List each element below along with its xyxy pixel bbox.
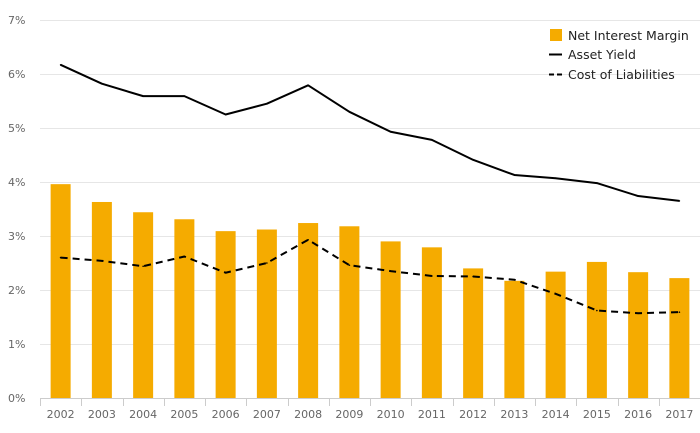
x-tick-label: 2002	[47, 408, 75, 421]
point-cost-of-liabilities-2008	[307, 238, 309, 241]
bar-2015	[586, 261, 607, 398]
x-tick-label: 2006	[212, 408, 240, 421]
x-tick-label: 2005	[170, 408, 198, 421]
point-cost-of-liabilities-2006	[224, 271, 227, 274]
legend: Net Interest Margin Asset Yield Cost of …	[549, 28, 689, 82]
x-tick-label: 2013	[500, 408, 528, 421]
bar-2012	[463, 268, 484, 398]
point-asset-yield-2010	[389, 130, 392, 133]
x-tick-label: 2007	[253, 408, 281, 421]
point-cost-of-liabilities-2012	[472, 275, 474, 278]
bar-2008	[298, 223, 319, 398]
point-asset-yield-2002	[59, 64, 62, 66]
point-asset-yield-2015	[596, 182, 598, 184]
bar-2013	[504, 280, 525, 398]
point-asset-yield-2009	[348, 111, 351, 113]
bar-2016	[628, 272, 649, 398]
y-tick-label: 4%	[8, 176, 25, 189]
line-cost-of-liabilities	[60, 238, 680, 315]
y-tick-label: 1%	[8, 338, 25, 351]
y-tick-label: 7%	[8, 14, 25, 27]
x-axis: 2002 2003 2004 2005 2006 2007 2008 2009 2010 2011…	[40, 398, 700, 421]
y-tick-label: 2%	[8, 284, 25, 297]
point-asset-yield-2006	[224, 113, 227, 116]
bar-2011	[421, 247, 442, 398]
legend-label-cost-of-liabilities: Cost of Liabilities	[568, 67, 675, 82]
y-tick-label: 3%	[8, 230, 25, 243]
point-asset-yield-2013	[513, 174, 516, 176]
legend-item-cost-of-liabilities: Cost of Liabilities	[549, 67, 675, 82]
point-cost-of-liabilities-2003	[101, 260, 103, 262]
bar-2007	[256, 229, 277, 398]
point-asset-yield-2012	[472, 159, 474, 161]
point-asset-yield-2008	[307, 84, 309, 87]
bar-series-net-interest-margin	[50, 184, 690, 398]
bar-2002	[50, 184, 71, 398]
x-tick-label: 2008	[294, 408, 322, 421]
point-asset-yield-2005	[183, 95, 186, 97]
bar-2006	[215, 231, 236, 398]
bar-2005	[174, 219, 195, 398]
point-cost-of-liabilities-2017	[678, 311, 681, 313]
legend-swatch-net-interest-margin	[550, 29, 562, 41]
point-asset-yield-2003	[101, 82, 103, 85]
x-tick-label: 2011	[418, 408, 446, 421]
line-series	[59, 63, 681, 315]
x-tick-label: 2012	[459, 408, 487, 421]
legend-label-asset-yield: Asset Yield	[568, 47, 636, 62]
line-asset-yield	[60, 63, 680, 202]
legend-label-net-interest-margin: Net Interest Margin	[568, 28, 689, 43]
point-cost-of-liabilities-2014	[554, 292, 557, 295]
y-tick-label: 5%	[8, 122, 25, 135]
point-cost-of-liabilities-2004	[142, 265, 144, 268]
bar-2017	[669, 278, 690, 398]
point-asset-yield-2017	[678, 200, 681, 202]
x-tick-label: 2017	[665, 408, 693, 421]
point-cost-of-liabilities-2013	[513, 278, 516, 281]
x-tick-label: 2015	[583, 408, 611, 421]
bar-2003	[91, 201, 112, 398]
point-cost-of-liabilities-2002	[59, 256, 62, 259]
x-tick-label: 2010	[377, 408, 405, 421]
point-cost-of-liabilities-2005	[183, 255, 186, 258]
y-tick-label: 0%	[8, 392, 25, 405]
point-cost-of-liabilities-2011	[431, 275, 433, 277]
bar-2009	[339, 226, 360, 398]
point-cost-of-liabilities-2016	[637, 312, 639, 315]
point-cost-of-liabilities-2007	[266, 262, 268, 264]
point-asset-yield-2016	[637, 195, 639, 197]
y-tick-label: 6%	[8, 68, 25, 81]
x-tick-label: 2009	[335, 408, 363, 421]
point-asset-yield-2011	[431, 139, 433, 141]
legend-item-asset-yield: Asset Yield	[549, 47, 636, 62]
bar-2014	[545, 271, 566, 398]
point-cost-of-liabilities-2010	[389, 270, 392, 272]
point-asset-yield-2014	[554, 177, 557, 180]
bar-2004	[133, 212, 154, 398]
point-cost-of-liabilities-2015	[596, 309, 598, 312]
bar-2010	[380, 241, 401, 398]
point-asset-yield-2007	[266, 102, 268, 105]
x-tick-label: 2016	[624, 408, 652, 421]
x-tick-label: 2003	[88, 408, 116, 421]
legend-item-net-interest-margin: Net Interest Margin	[550, 28, 689, 43]
x-tick-label: 2004	[129, 408, 157, 421]
x-tick-label: 2014	[542, 408, 570, 421]
point-cost-of-liabilities-2009	[348, 264, 351, 266]
point-asset-yield-2004	[142, 95, 144, 97]
